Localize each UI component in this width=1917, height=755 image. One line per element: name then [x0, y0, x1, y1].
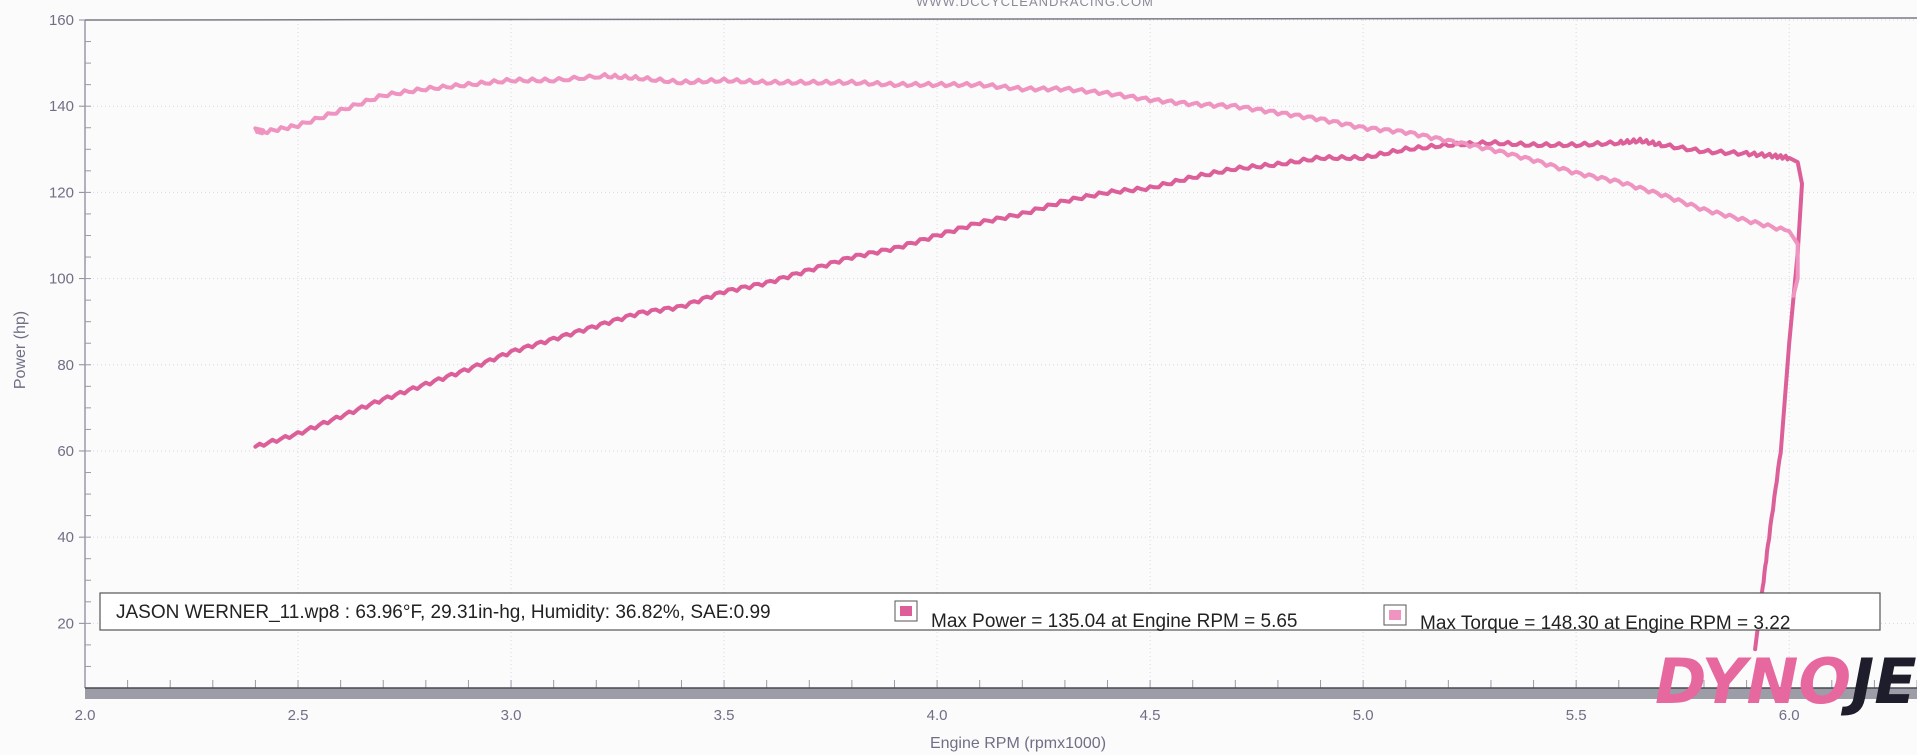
x-tick-label: 2.0	[75, 707, 96, 724]
legend-swatch-max-power-fill	[900, 606, 912, 616]
brand-logo: DYNOJET	[1655, 645, 1917, 718]
y-tick-label: 80	[57, 357, 74, 374]
brand-logo-part2: JET	[1840, 645, 1917, 718]
y-tick-labels: 20 40 60 80 100 120 140 160	[49, 12, 74, 632]
y-tick-label: 140	[49, 98, 74, 115]
chart-grid	[79, 19, 1917, 688]
series-line-max-torque	[253, 72, 1800, 298]
y-tick-label: 20	[57, 615, 74, 632]
legend-swatch-max-torque-fill	[1389, 610, 1401, 620]
x-tick-labels: 2.0 2.5 3.0 3.5 4.0 4.5 5.0 5.5 6.0	[75, 707, 1800, 724]
x-tick-label: 2.5	[288, 707, 309, 724]
brand-logo-part1: DYNO	[1655, 645, 1851, 718]
y-tick-label: 100	[49, 271, 74, 288]
plot-top-border	[84, 17, 1917, 21]
x-axis-label: Engine RPM (rpmx1000)	[930, 735, 1106, 752]
series-layer	[253, 72, 1804, 652]
series-line-max-power	[253, 136, 1804, 652]
x-tick-label: 6.0	[1779, 707, 1800, 724]
legend-entry-max-torque: Max Torque = 148.30 at Engine RPM = 3.22	[1420, 613, 1790, 634]
x-tick-label: 4.5	[1140, 707, 1161, 724]
legend: JASON WERNER_11.wp8 : 63.96°F, 29.31in-h…	[99, 592, 1881, 634]
x-axis-band	[85, 688, 1917, 699]
legend-box	[99, 592, 1881, 631]
y-tick-label: 120	[49, 184, 74, 201]
y-tick-label: 60	[57, 443, 74, 460]
y-tick-label: 160	[49, 12, 74, 29]
x-tick-label: 5.0	[1353, 707, 1374, 724]
x-tick-label: 5.5	[1566, 707, 1587, 724]
x-tick-label: 3.5	[714, 707, 735, 724]
x-tick-label: 4.0	[927, 707, 948, 724]
legend-entry-max-power: Max Power = 135.04 at Engine RPM = 5.65	[931, 611, 1298, 632]
dynojet-logo: DYNOJET	[1655, 645, 1917, 718]
header-url: WWW.DCCYCLEANDRACING.COM	[916, 0, 1154, 9]
y-axis-label: Power (hp)	[12, 311, 29, 389]
x-tick-label: 3.0	[501, 707, 522, 724]
legend-run-info: JASON WERNER_11.wp8 : 63.96°F, 29.31in-h…	[116, 602, 771, 623]
y-tick-label: 40	[57, 529, 74, 546]
